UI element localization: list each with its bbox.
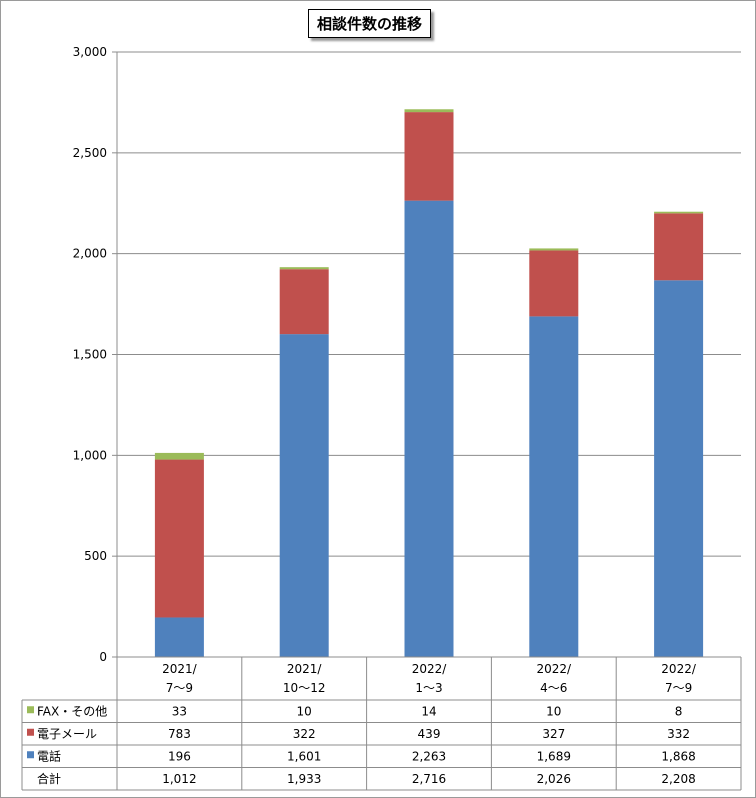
table-cell-value: 1,933 [287, 772, 321, 786]
bar-segment [404, 112, 454, 201]
table-cell-value: 439 [418, 727, 441, 741]
table-cell-value: 2,026 [537, 772, 571, 786]
bar-segment [654, 211, 704, 214]
bar-segment [279, 267, 329, 270]
table-cell-value: 2,716 [412, 772, 446, 786]
table-cell-value: 196 [168, 749, 191, 763]
x-tick-label: 4〜6 [540, 681, 567, 695]
x-tick-label: 2022/ [412, 662, 448, 676]
x-tick-label: 10〜12 [283, 681, 326, 695]
table-cell-value: 10 [297, 704, 312, 718]
table-cell-value: 1,868 [661, 749, 695, 763]
x-tick-label: 2021/ [162, 662, 198, 676]
bar-segment [154, 459, 204, 618]
bar-segment [404, 109, 454, 113]
table-cell-value: 33 [172, 704, 187, 718]
bar-segment [154, 452, 204, 460]
table-cell-value: 783 [168, 727, 191, 741]
table-row-label: FAX・その他 [37, 704, 107, 718]
table-cell-value: 1,601 [287, 749, 321, 763]
bar-segment [279, 334, 329, 657]
y-tick-label: 1,000 [73, 448, 107, 462]
table-row-label: 電話 [37, 748, 61, 763]
table-cell-value: 10 [546, 704, 561, 718]
x-tick-label: 2022/ [537, 662, 573, 676]
legend-key [27, 751, 34, 759]
bar-segment [529, 248, 579, 251]
chart-title: 相談件数の推移 [308, 9, 432, 38]
x-tick-label: 7〜9 [665, 681, 692, 695]
legend-key [27, 728, 34, 736]
x-tick-label: 2022/ [661, 662, 697, 676]
bar-segment [279, 269, 329, 335]
table-cell-value: 332 [667, 727, 690, 741]
bar-segment [154, 617, 204, 657]
table-cell-value: 1,012 [162, 772, 196, 786]
y-tick-label: 1,500 [73, 348, 107, 362]
bar-segment [404, 200, 454, 657]
table-cell-value: 327 [542, 727, 565, 741]
bar-segment [654, 280, 704, 657]
y-tick-label: 500 [84, 549, 107, 563]
table-cell-value: 322 [293, 727, 316, 741]
x-tick-label: 1〜3 [415, 681, 442, 695]
bar-segment [654, 213, 704, 281]
y-tick-label: 2,000 [73, 247, 107, 261]
table-cell-value: 2,263 [412, 749, 446, 763]
table-row-label: 合計 [37, 771, 61, 786]
table-row-label: 電子メール [37, 727, 97, 741]
y-tick-label: 3,000 [73, 45, 107, 59]
table-cell-value: 1,689 [537, 749, 571, 763]
legend-key [27, 706, 34, 714]
x-tick-label: 2021/ [287, 662, 323, 676]
table-cell-value: 14 [421, 704, 436, 718]
y-tick-label: 0 [99, 650, 107, 664]
bar-segment [529, 250, 579, 317]
table-cell-value: 2,208 [661, 772, 695, 786]
x-tick-label: 7〜9 [166, 681, 193, 695]
table-cell-value: 8 [675, 704, 683, 718]
y-tick-label: 2,500 [73, 146, 107, 160]
bar-segment [529, 316, 579, 657]
